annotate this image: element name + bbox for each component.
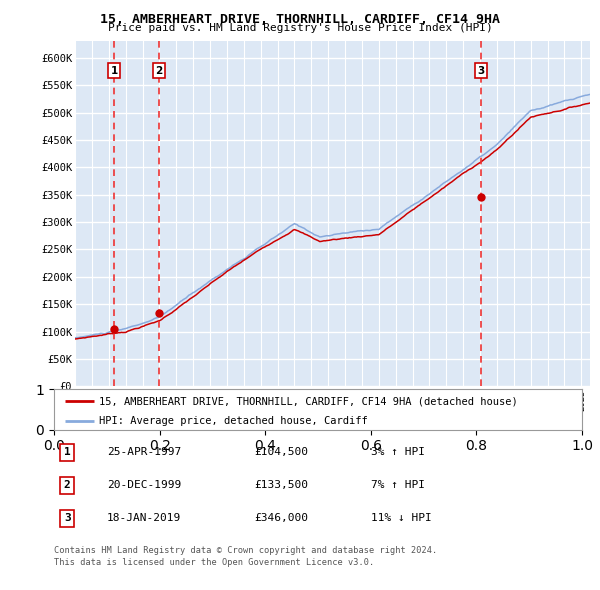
Text: 15, AMBERHEART DRIVE, THORNHILL, CARDIFF, CF14 9HA (detached house): 15, AMBERHEART DRIVE, THORNHILL, CARDIFF…: [99, 396, 518, 407]
Text: This data is licensed under the Open Government Licence v3.0.: This data is licensed under the Open Gov…: [54, 558, 374, 566]
Text: 11% ↓ HPI: 11% ↓ HPI: [371, 513, 431, 523]
Text: 25-APR-1997: 25-APR-1997: [107, 447, 181, 457]
Text: 15, AMBERHEART DRIVE, THORNHILL, CARDIFF, CF14 9HA: 15, AMBERHEART DRIVE, THORNHILL, CARDIFF…: [100, 13, 500, 26]
Text: Price paid vs. HM Land Registry's House Price Index (HPI): Price paid vs. HM Land Registry's House …: [107, 23, 493, 33]
Text: 18-JAN-2019: 18-JAN-2019: [107, 513, 181, 523]
Text: 3: 3: [64, 513, 71, 523]
Text: 2: 2: [64, 480, 71, 490]
Text: £346,000: £346,000: [254, 513, 308, 523]
Text: 3: 3: [478, 65, 485, 76]
Text: HPI: Average price, detached house, Cardiff: HPI: Average price, detached house, Card…: [99, 416, 368, 426]
Text: Contains HM Land Registry data © Crown copyright and database right 2024.: Contains HM Land Registry data © Crown c…: [54, 546, 437, 555]
Text: 20-DEC-1999: 20-DEC-1999: [107, 480, 181, 490]
Text: £104,500: £104,500: [254, 447, 308, 457]
Text: 7% ↑ HPI: 7% ↑ HPI: [371, 480, 425, 490]
Text: 3% ↑ HPI: 3% ↑ HPI: [371, 447, 425, 457]
Text: £133,500: £133,500: [254, 480, 308, 490]
Text: 2: 2: [155, 65, 163, 76]
Text: 1: 1: [64, 447, 71, 457]
Text: 1: 1: [110, 65, 118, 76]
